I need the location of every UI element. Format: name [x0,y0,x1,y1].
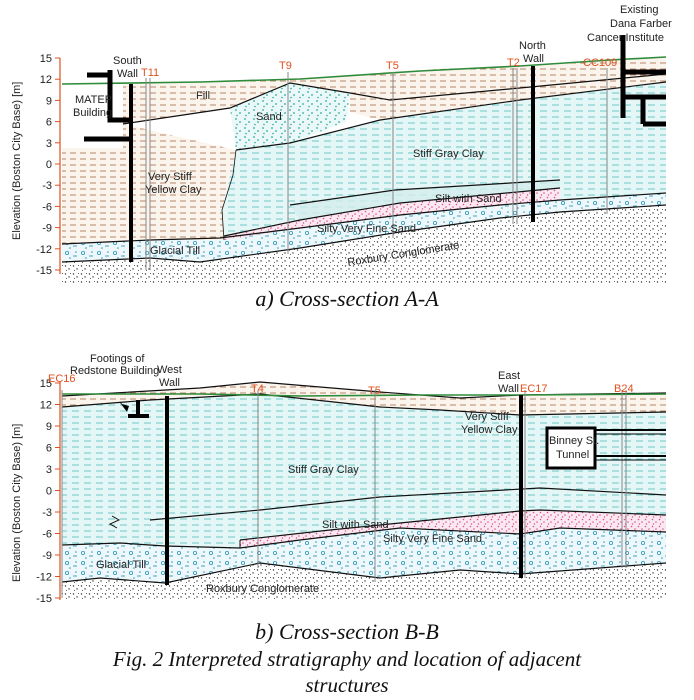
figure-caption-line-1: Fig. 2 Interpreted stratigraphy and loca… [112,647,582,671]
section-a-caption: a) Cross-section A-A [255,286,439,311]
b-silty-fine-sand-label: Silty Very Fine Sand [383,533,482,545]
a-y-tick-label: 3 [46,138,52,150]
a-y-tick-label: -3 [42,180,52,192]
b-borings [61,390,627,598]
b-y-tick-label: -15 [36,593,52,605]
a-boring-label: T2 [507,57,520,69]
a-boring-label: CC109 [583,57,617,69]
a-y-axis-label: Elevation (Boston City Base) [m] [11,82,23,240]
b-y-tick-label: 3 [46,464,52,476]
a-boring-label: T11 [141,67,159,79]
section-b-caption: b) Cross-section B-B [255,619,439,644]
a-yellow-clay [62,124,236,244]
a-dana-label-3: Cancer Institute [587,32,664,44]
b-yellow-clay [62,382,666,415]
b-ground-line [62,393,667,397]
a-yellow-clay-label-2: Yellow Clay [145,184,202,196]
b-boring-label: T5 [368,385,381,397]
a-fill-label: Fill [196,90,210,102]
a-y-tick-label: 12 [40,74,52,86]
b-tunnel-label-1: Binney St. [549,435,599,447]
b-gray-clay-label: Stiff Gray Clay [288,464,359,476]
b-glacial-till-label: Glacial Till [96,559,146,571]
a-y-tick-label: 6 [46,117,52,129]
b-y-tick-label: -3 [42,507,52,519]
b-y-tick-label: -12 [36,572,52,584]
a-pink-sand [224,188,560,240]
a-y-ticks: 15 12 9 6 3 0 -3 -6 -9 -12 -15 [36,53,60,277]
a-yellow-clay-label-1: Very Stiff [148,171,193,183]
a-glacial-till [62,193,666,262]
a-y-tick-label: 9 [46,95,52,107]
a-boring-label: T9 [279,60,292,72]
b-west-wall-label-1: West [157,364,182,376]
a-south-wall-label-1: South [113,55,142,67]
b-pink-sand [240,510,666,548]
b-y-tick-label: 15 [40,378,52,390]
a-silt-sand-label: Silt with Sand [435,193,502,205]
a-y-tick-label: 0 [46,159,52,171]
b-y-tick-label: 9 [46,421,52,433]
b-conglomerate [62,563,666,600]
a-dana-farber-shape [620,35,666,127]
a-y-tick-label: -9 [42,223,52,235]
b-conglomerate-label: Roxbury Conglomerate [206,583,319,595]
b-boring-label: B24 [614,383,634,395]
b-boring-label: T4 [251,383,264,395]
b-yellow-clay-label-2: Yellow Clay [461,424,518,436]
b-y-axis-label: Elevation (Boston City Base) [m] [11,424,23,582]
figure-caption: Fig. 2 Interpreted stratigraphy and loca… [0,646,694,698]
a-north-wall-label-2: Wall [523,53,544,65]
a-fill [123,58,666,124]
a-north-wall-label-1: North [519,40,546,52]
a-dana-label-1: Existing [620,4,659,16]
b-boring-label: EC16 [48,373,76,385]
a-boring-label: T5 [386,60,399,72]
a-sand-lens [230,83,350,150]
section-a: 15 12 9 6 3 0 -3 -6 -9 -12 -15 Elevation (Boston C… [11,4,672,284]
b-y-tick-label: -9 [42,550,52,562]
b-footing-label-2: Redstone Building [70,365,159,377]
b-boring-label: EC17 [520,383,548,395]
a-boundaries [61,73,667,263]
a-ground-line [61,56,667,85]
b-glacial-till [62,528,666,583]
figure-caption-line-2: structures [305,673,389,697]
a-glacial-till-label: Glacial Till [150,245,200,257]
a-borings [145,68,608,270]
b-east-wall-label-2: Wall [498,383,519,395]
b-silt-sand-label: Silt with Sand [322,519,389,531]
a-matep-label-1: MATEP [75,94,112,106]
b-west-wall-label-2: Wall [159,377,180,389]
b-footing-arrow-icon [122,404,129,412]
b-tunnel-label-2: Tunnel [556,449,589,461]
b-y-tick-label: -6 [42,529,52,541]
b-yellow-clay-label-1: Very Stiff [465,411,510,423]
b-y-tick-label: 6 [46,443,52,455]
a-south-wall-label-2: Wall [117,68,138,80]
a-y-tick-label: -12 [36,244,52,256]
b-y-ticks: 15 12 9 6 3 0 -3 -6 -9 -12 -15 [36,378,60,605]
a-matep-label-2: Building [73,107,112,119]
a-y-tick-label: 15 [40,53,52,65]
b-gray-clay [62,394,666,548]
a-y-tick-label: -6 [42,201,52,213]
section-b: 15 12 9 6 3 0 -3 -6 -9 -12 -15 Elevation (Boston C… [11,353,667,605]
b-east-wall-label-1: East [498,370,520,382]
a-conglomerate [62,205,666,284]
a-y-tick-label: -15 [36,265,52,277]
b-footing-label-1: Footings of [90,353,145,365]
b-y-tick-label: 0 [46,486,52,498]
a-dana-label-2: Dana Farber [610,18,672,30]
a-gray-clay-label: Stiff Gray Clay [413,148,484,160]
a-matep-building-shape [84,70,131,142]
b-footing-shape [128,400,149,418]
a-silty-fine-sand-label: Silty Very Fine Sand [317,223,416,235]
b-tunnel-shape [545,426,666,470]
b-y-tick-label: 12 [40,400,52,412]
a-sand-label: Sand [256,111,282,123]
